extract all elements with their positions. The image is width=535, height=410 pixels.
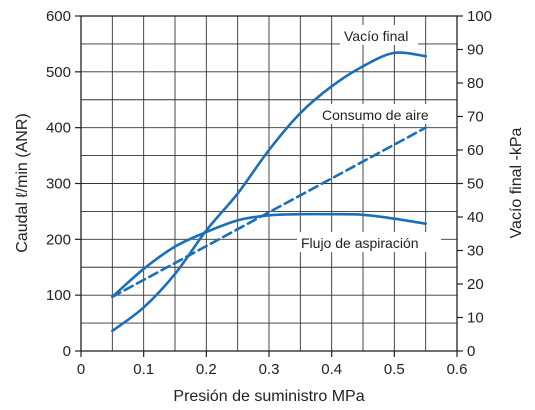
y2-tick-label: 0 [467, 343, 475, 360]
annotation-flujo-de-aspiracion: Flujo de aspiración [301, 235, 419, 251]
x-tick-label: 0 [77, 361, 85, 378]
y2-tick-label: 60 [467, 142, 484, 159]
series-flujo-de-aspiracion [111, 212, 427, 299]
y-tick-label: 200 [46, 231, 71, 248]
x-tick-label: 0.3 [259, 361, 280, 378]
series-vacio-final [111, 51, 427, 333]
y2-tick-label: 90 [467, 42, 484, 59]
annotation-vacio-final: Vacío final [344, 28, 408, 44]
y-tick-label: 500 [46, 64, 71, 81]
y-tick-label: 0 [63, 343, 71, 360]
y-tick-label: 400 [46, 120, 71, 137]
y2-tick-label: 70 [467, 109, 484, 126]
tick-layer: 0 0.1 0.2 0.3 0.4 0.5 0.6010020030040050060001… [46, 8, 492, 378]
y2-axis-title: Vacío final -kPa [508, 127, 525, 238]
annotation-consumo-de-aire: Consumo de aire [322, 107, 429, 123]
y-tick-label: 600 [46, 8, 71, 25]
y2-tick-label: 30 [467, 243, 484, 260]
y2-tick-label: 20 [467, 276, 484, 293]
x-tick-label: 0.6 [447, 361, 468, 378]
y2-tick-label: 10 [467, 310, 484, 327]
annotation-bg-consumo [318, 104, 444, 124]
series-consumo-de-aire [111, 126, 427, 299]
y-tick-label: 300 [46, 176, 71, 193]
y2-tick-label: 100 [467, 8, 492, 25]
x-tick-label: 0.4 [321, 361, 342, 378]
grid [81, 16, 457, 351]
y2-tick-label: 50 [467, 176, 484, 193]
y2-tick-label: 80 [467, 75, 484, 92]
x-axis-title: Presión de suministro MPa [173, 388, 364, 405]
y2-tick-label: 40 [467, 209, 484, 226]
annotation-bg-flujo [297, 232, 441, 252]
y-axis-title: Caudal ℓ/min (ANR) [14, 113, 31, 252]
x-tick-label: 0.2 [196, 361, 217, 378]
x-tick-label: 0.5 [384, 361, 405, 378]
y-tick-label: 100 [46, 287, 71, 304]
x-tick-label: 0.1 [133, 361, 154, 378]
annotation-bg-vacio-final [340, 25, 418, 45]
series-layer [111, 51, 427, 333]
